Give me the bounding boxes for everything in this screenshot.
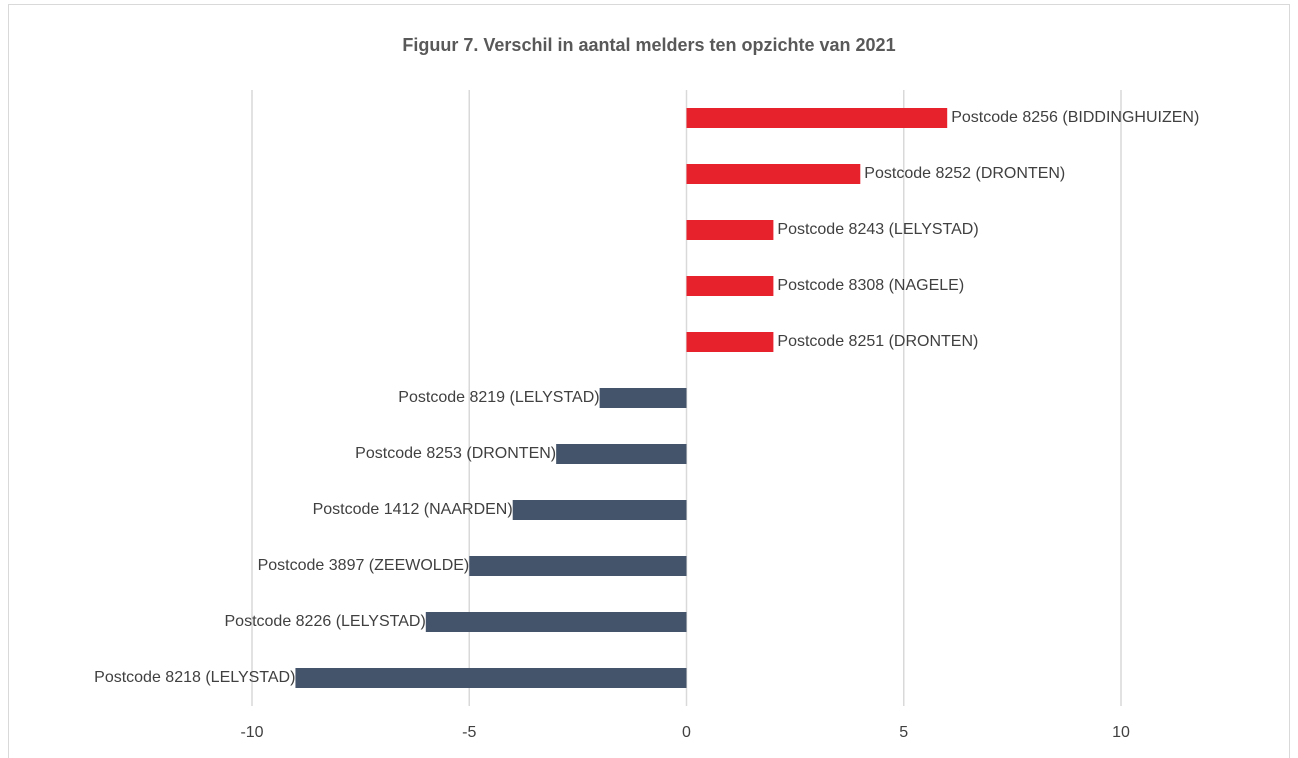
x-tick-label: 10 [1112, 724, 1130, 741]
category-label: Postcode 8252 (DRONTEN) [864, 165, 1065, 182]
category-label: Postcode 8226 (LELYSTAD) [225, 613, 426, 630]
category-label: Postcode 8253 (DRONTEN) [355, 445, 556, 462]
x-tick-label: 0 [682, 724, 691, 741]
bar [469, 556, 687, 576]
bar [686, 108, 948, 128]
category-label: Postcode 1412 (NAARDEN) [313, 501, 513, 518]
category-label: Postcode 8251 (DRONTEN) [777, 333, 978, 350]
category-label: Postcode 8308 (NAGELE) [777, 277, 964, 294]
bar [686, 164, 861, 184]
bar [686, 220, 774, 240]
bar [295, 668, 687, 688]
bar [556, 444, 687, 464]
chart-border [8, 4, 1290, 758]
bar [512, 500, 687, 520]
category-label: Postcode 8243 (LELYSTAD) [777, 221, 978, 238]
category-label: Postcode 8219 (LELYSTAD) [398, 389, 599, 406]
x-tick-label: -5 [462, 724, 476, 741]
category-label: Postcode 8256 (BIDDINGHUIZEN) [951, 109, 1199, 126]
bar [686, 276, 774, 296]
x-tick-label: -10 [240, 724, 263, 741]
bar [686, 332, 774, 352]
category-label: Postcode 3897 (ZEEWOLDE) [258, 557, 470, 574]
bar [599, 388, 687, 408]
chart-title: Figuur 7. Verschil in aantal melders ten… [402, 35, 895, 55]
x-tick-label: 5 [899, 724, 908, 741]
bar [425, 612, 687, 632]
category-label: Postcode 8218 (LELYSTAD) [94, 669, 295, 686]
